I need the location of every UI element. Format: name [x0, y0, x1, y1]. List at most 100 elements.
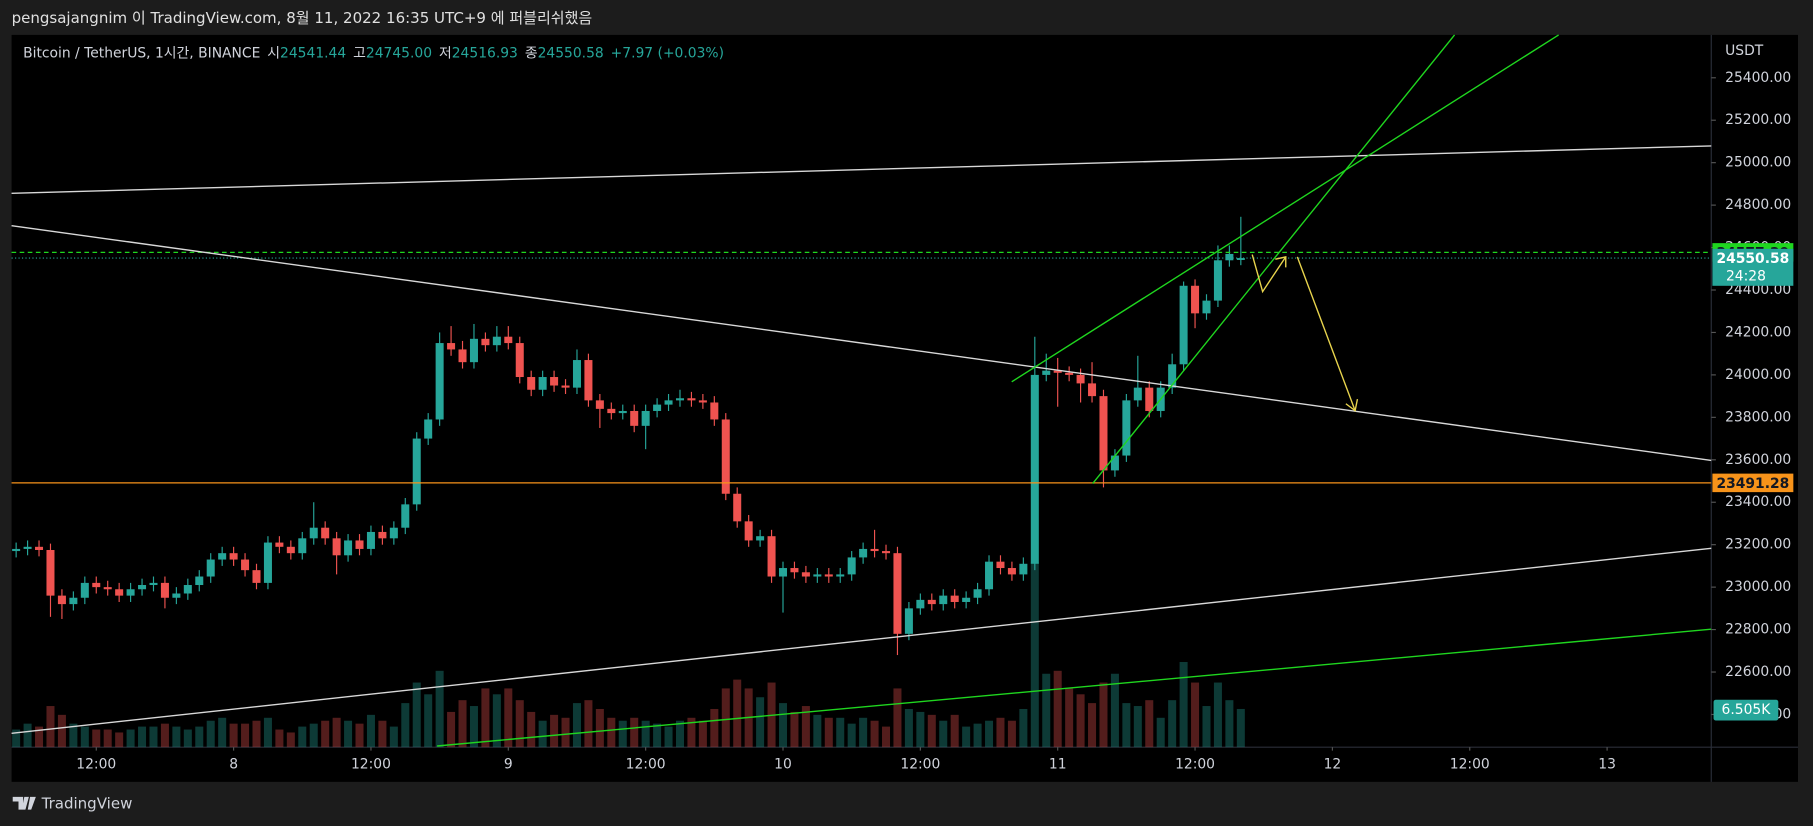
volume-bar [927, 714, 936, 748]
candle-body [298, 538, 307, 554]
y-tick-label: 24200.00 [1725, 324, 1791, 340]
brand-logo [12, 796, 36, 810]
volume-bar [778, 703, 788, 748]
price-badge-bg [1712, 248, 1794, 286]
candle-body [263, 542, 272, 583]
candle-body [550, 377, 559, 386]
candle-body [1133, 387, 1142, 401]
candle-body [12, 548, 21, 552]
candle-body [1099, 396, 1108, 471]
candle-body [447, 343, 456, 350]
volume-bar [378, 720, 387, 748]
volume-bar [332, 717, 341, 748]
y-tick-label: 22800.00 [1725, 622, 1791, 638]
candle-body [1145, 387, 1154, 411]
volume-bar [630, 717, 639, 748]
candle-body [138, 585, 147, 590]
volume-bar [515, 700, 524, 748]
candle-body [515, 343, 524, 378]
candle-body [469, 338, 478, 363]
volume-bar [1225, 700, 1234, 748]
volume-bar [286, 732, 295, 748]
arrow-path [1296, 256, 1356, 411]
candle-body [1213, 260, 1222, 301]
candle-body [195, 576, 204, 586]
volume-bar [584, 700, 593, 748]
candle-body [332, 538, 341, 556]
candle-body [927, 599, 936, 605]
volume-bar [12, 729, 21, 748]
volume-bar [218, 717, 227, 748]
candle-body [630, 410, 639, 426]
candle-body [286, 546, 295, 554]
volume-bar [229, 723, 238, 748]
volume-bar [1122, 703, 1131, 748]
price-lines [11, 251, 1712, 484]
legend-label: 저 [439, 45, 452, 61]
volume-bar [35, 726, 44, 748]
volume-bar [492, 694, 501, 748]
candle-body [584, 360, 593, 401]
arrow-path [1251, 254, 1287, 294]
volume-bar [1053, 670, 1062, 748]
volume-bar [1145, 700, 1154, 748]
candle-body [767, 536, 776, 577]
volume-bar [412, 682, 421, 748]
volume-bar [561, 717, 570, 748]
price-badge: 23491.28 [1716, 476, 1789, 492]
volume-bar [790, 711, 799, 748]
volume-bar [985, 720, 994, 748]
candle-body [35, 546, 44, 550]
legend-value: 24745.00 [366, 45, 432, 61]
candle-body [744, 521, 753, 541]
volume-bar [572, 703, 581, 748]
candle-body [412, 438, 421, 505]
volume-bar [424, 694, 433, 748]
volume-bar [469, 706, 478, 748]
y-tick-label: 24000.00 [1725, 367, 1791, 383]
volume-bar [733, 679, 742, 748]
candle-body [378, 531, 387, 539]
volume-bar [950, 714, 959, 748]
legend-value: 24550.58 [538, 45, 604, 61]
candle-body [344, 540, 353, 556]
candle-body [653, 404, 662, 411]
volume-bar [69, 723, 78, 748]
volume-bar [1030, 562, 1039, 748]
volume-bar [481, 688, 490, 748]
volume-bar [1236, 708, 1245, 748]
volume-bar [23, 723, 32, 748]
volume-bar [263, 717, 272, 748]
candle-body [69, 597, 78, 605]
volume-bar [195, 726, 204, 748]
volume-bar [1202, 706, 1211, 748]
volume-pane [12, 562, 1245, 748]
volume-bar [344, 720, 353, 748]
countdown: 24:28 [1726, 269, 1766, 285]
candle-body [721, 419, 730, 494]
candle-body [103, 587, 112, 590]
volume-bar [916, 711, 925, 748]
candle-body [698, 400, 707, 403]
volume-bar [275, 729, 284, 748]
trendline [11, 145, 1712, 195]
volume-bar [538, 720, 547, 748]
candle-body [183, 585, 192, 594]
volume-bar [996, 717, 1005, 748]
candle-body [23, 546, 32, 549]
trendline [436, 628, 1712, 747]
candle-body [172, 593, 181, 598]
volume-bar [504, 688, 513, 748]
volume-bar [1110, 673, 1119, 748]
volume-bar [103, 729, 112, 748]
arrow-head [1345, 398, 1359, 412]
candle-body [309, 527, 318, 539]
volume-bar [882, 726, 891, 748]
volume-bar [435, 670, 444, 748]
volume-bar [618, 720, 627, 748]
volume-bar [687, 717, 696, 748]
candle-body [664, 400, 673, 405]
volume-bar [675, 720, 684, 748]
candle-body [389, 527, 398, 539]
x-tick-label: 12 [1324, 757, 1342, 773]
